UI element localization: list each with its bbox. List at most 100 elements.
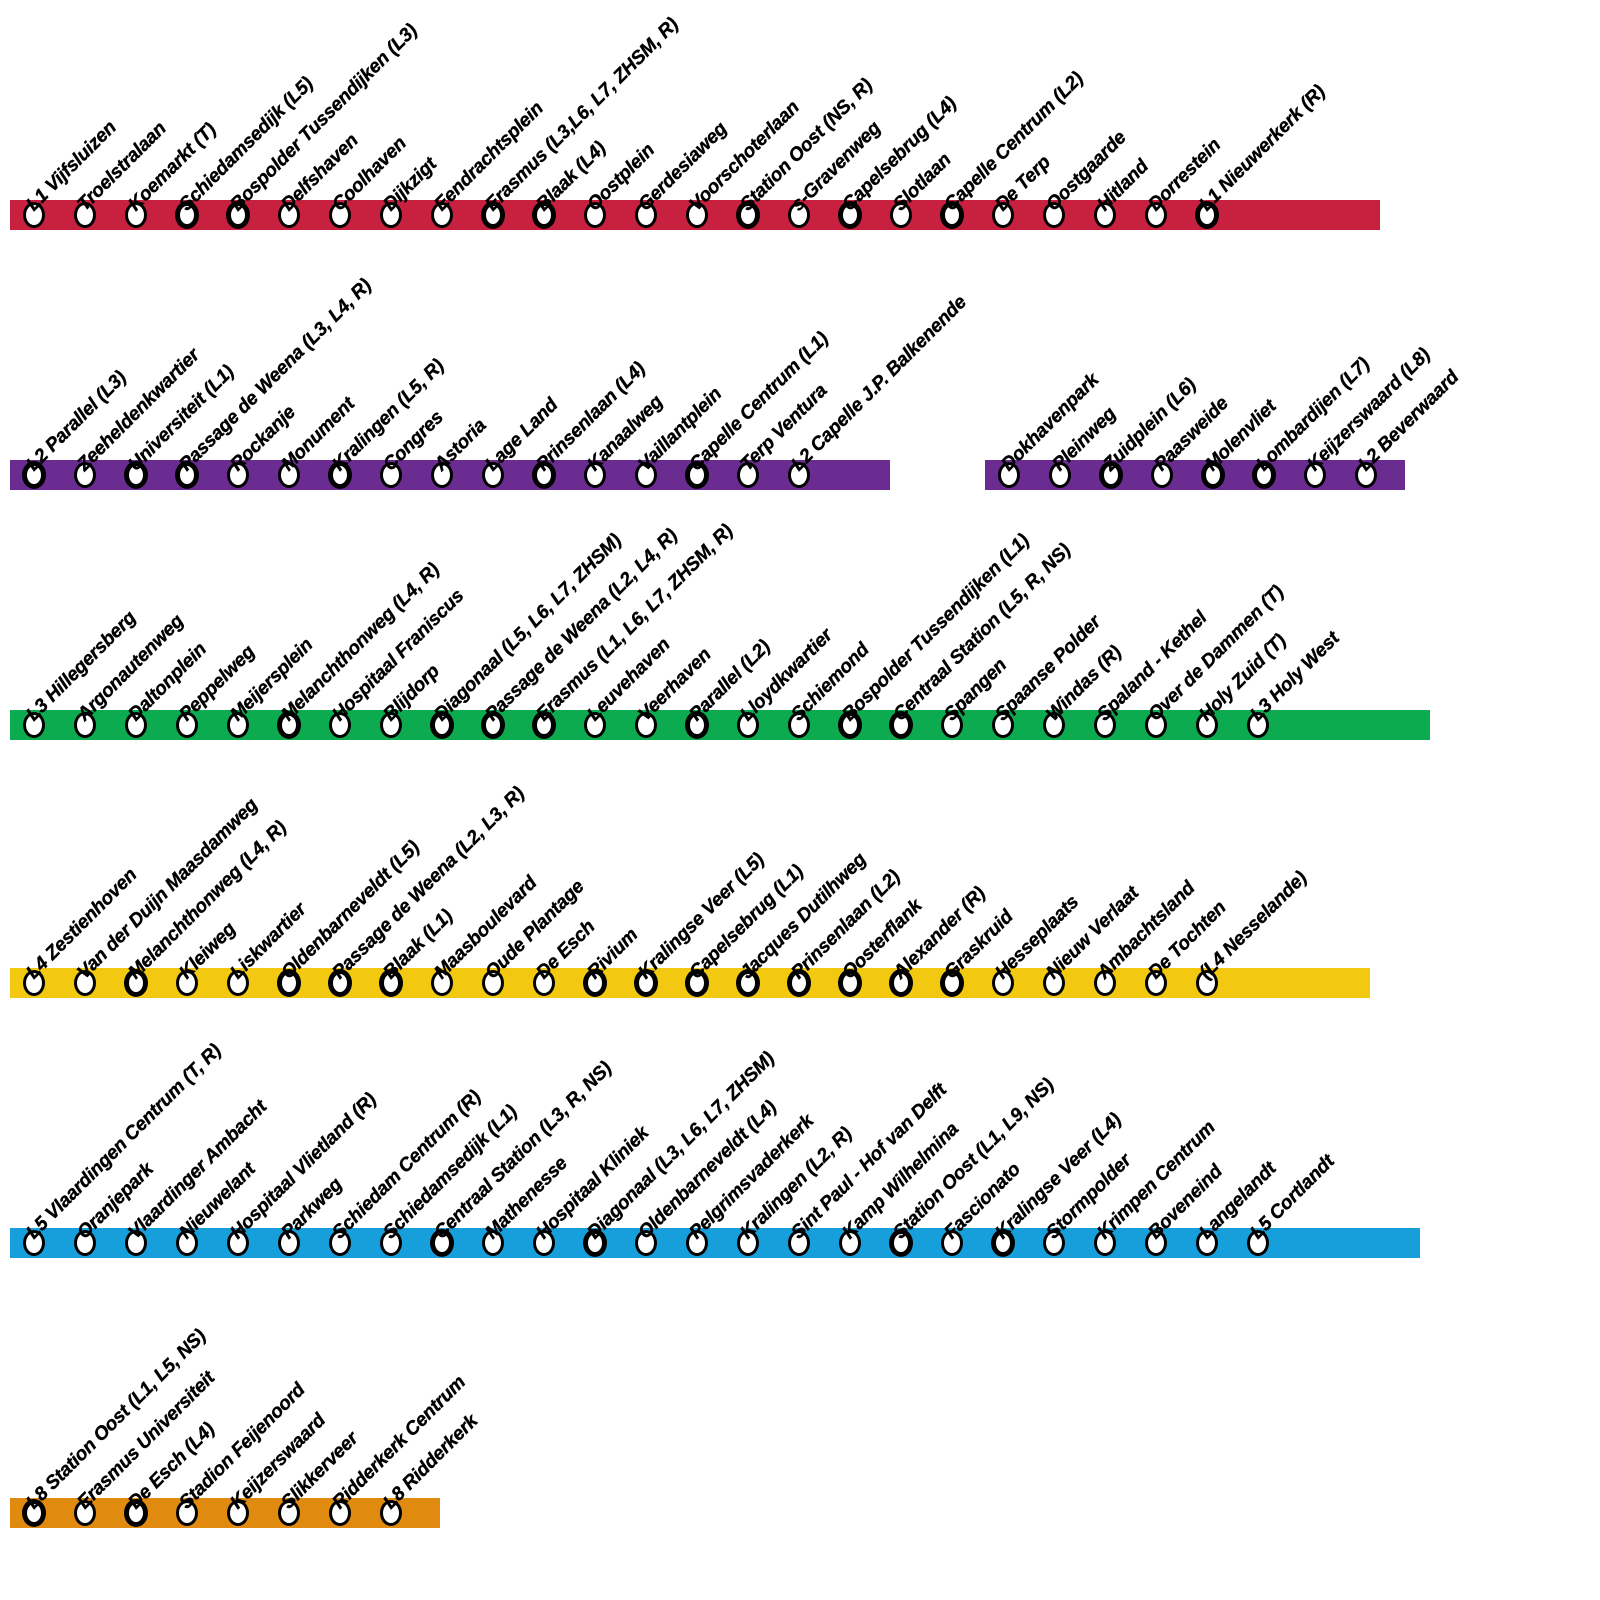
station-marker[interactable] [227, 1500, 249, 1526]
interchange-station-marker[interactable] [481, 201, 505, 229]
station-marker[interactable] [125, 1230, 147, 1256]
interchange-station-marker[interactable] [175, 461, 199, 489]
station-marker[interactable] [1196, 970, 1218, 996]
station-marker[interactable] [227, 462, 249, 488]
station-marker[interactable] [788, 1230, 810, 1256]
interchange-station-marker[interactable] [328, 969, 352, 997]
interchange-station-marker[interactable] [124, 1499, 148, 1527]
station-marker[interactable] [482, 462, 504, 488]
station-marker[interactable] [1196, 712, 1218, 738]
station-marker[interactable] [176, 1230, 198, 1256]
station-marker[interactable] [380, 462, 402, 488]
interchange-station-marker[interactable] [1201, 461, 1225, 489]
interchange-station-marker[interactable] [991, 1229, 1015, 1257]
station-marker[interactable] [431, 970, 453, 996]
station-marker[interactable] [1151, 462, 1173, 488]
station-marker[interactable] [1304, 462, 1326, 488]
station-marker[interactable] [890, 202, 912, 228]
station-marker[interactable] [1094, 712, 1116, 738]
interchange-station-marker[interactable] [22, 461, 46, 489]
station-marker[interactable] [482, 1230, 504, 1256]
station-marker[interactable] [176, 1500, 198, 1526]
interchange-station-marker[interactable] [379, 969, 403, 997]
station-marker[interactable] [941, 712, 963, 738]
station-marker[interactable] [227, 1230, 249, 1256]
interchange-station-marker[interactable] [277, 969, 301, 997]
station-marker[interactable] [74, 1230, 96, 1256]
station-marker[interactable] [1145, 202, 1167, 228]
interchange-station-marker[interactable] [940, 201, 964, 229]
station-marker[interactable] [431, 462, 453, 488]
station-marker[interactable] [1094, 1230, 1116, 1256]
station-marker[interactable] [992, 970, 1014, 996]
station-marker[interactable] [176, 970, 198, 996]
station-marker[interactable] [737, 712, 759, 738]
interchange-station-marker[interactable] [838, 201, 862, 229]
station-marker[interactable] [788, 462, 810, 488]
station-marker[interactable] [74, 202, 96, 228]
station-marker[interactable] [278, 1230, 300, 1256]
station-marker[interactable] [686, 1230, 708, 1256]
station-marker[interactable] [1043, 712, 1065, 738]
interchange-station-marker[interactable] [532, 711, 556, 739]
station-marker[interactable] [278, 1500, 300, 1526]
station-marker[interactable] [227, 712, 249, 738]
station-marker[interactable] [23, 202, 45, 228]
station-marker[interactable] [380, 1500, 402, 1526]
station-marker[interactable] [380, 1230, 402, 1256]
station-marker[interactable] [998, 462, 1020, 488]
station-marker[interactable] [431, 202, 453, 228]
interchange-station-marker[interactable] [124, 969, 148, 997]
station-marker[interactable] [1043, 1230, 1065, 1256]
interchange-station-marker[interactable] [277, 711, 301, 739]
interchange-station-marker[interactable] [838, 969, 862, 997]
station-marker[interactable] [329, 712, 351, 738]
station-marker[interactable] [380, 202, 402, 228]
station-marker[interactable] [1247, 1230, 1269, 1256]
station-marker[interactable] [737, 462, 759, 488]
station-marker[interactable] [329, 1230, 351, 1256]
station-marker[interactable] [74, 970, 96, 996]
station-marker[interactable] [482, 970, 504, 996]
station-marker[interactable] [125, 202, 147, 228]
interchange-station-marker[interactable] [889, 969, 913, 997]
station-marker[interactable] [635, 712, 657, 738]
station-marker[interactable] [74, 462, 96, 488]
interchange-station-marker[interactable] [583, 1229, 607, 1257]
station-marker[interactable] [1094, 202, 1116, 228]
station-marker[interactable] [23, 1230, 45, 1256]
station-marker[interactable] [227, 970, 249, 996]
interchange-station-marker[interactable] [430, 711, 454, 739]
interchange-station-marker[interactable] [838, 711, 862, 739]
interchange-station-marker[interactable] [532, 461, 556, 489]
interchange-station-marker[interactable] [787, 969, 811, 997]
station-marker[interactable] [329, 1500, 351, 1526]
interchange-station-marker[interactable] [940, 969, 964, 997]
station-marker[interactable] [992, 712, 1014, 738]
station-marker[interactable] [635, 1230, 657, 1256]
interchange-station-marker[interactable] [634, 969, 658, 997]
interchange-station-marker[interactable] [226, 201, 250, 229]
interchange-station-marker[interactable] [1099, 461, 1123, 489]
station-marker[interactable] [1043, 970, 1065, 996]
interchange-station-marker[interactable] [532, 201, 556, 229]
station-marker[interactable] [1043, 202, 1065, 228]
station-marker[interactable] [992, 202, 1014, 228]
station-marker[interactable] [788, 202, 810, 228]
station-marker[interactable] [278, 462, 300, 488]
interchange-station-marker[interactable] [124, 461, 148, 489]
station-marker[interactable] [686, 202, 708, 228]
interchange-station-marker[interactable] [328, 461, 352, 489]
station-marker[interactable] [635, 202, 657, 228]
interchange-station-marker[interactable] [1252, 461, 1276, 489]
interchange-station-marker[interactable] [22, 1499, 46, 1527]
station-marker[interactable] [839, 1230, 861, 1256]
interchange-station-marker[interactable] [430, 1229, 454, 1257]
station-marker[interactable] [584, 712, 606, 738]
interchange-station-marker[interactable] [685, 461, 709, 489]
station-marker[interactable] [278, 202, 300, 228]
station-marker[interactable] [1247, 712, 1269, 738]
station-marker[interactable] [584, 462, 606, 488]
station-marker[interactable] [1355, 462, 1377, 488]
interchange-station-marker[interactable] [685, 711, 709, 739]
